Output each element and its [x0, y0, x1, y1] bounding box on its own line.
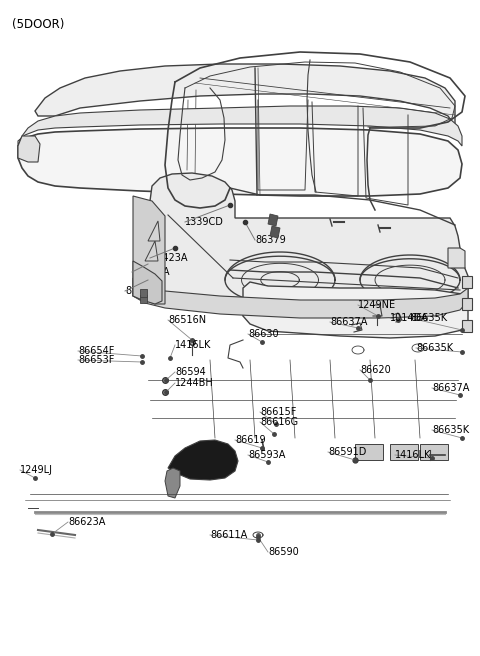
Text: 86630: 86630 [248, 329, 278, 339]
Polygon shape [148, 221, 160, 241]
Text: 86516N: 86516N [168, 315, 206, 325]
Text: 86593A: 86593A [248, 450, 286, 460]
Polygon shape [462, 320, 472, 332]
Text: 86637A: 86637A [432, 383, 469, 393]
Text: 86594: 86594 [175, 367, 206, 377]
Text: 1244BH: 1244BH [175, 378, 214, 388]
Text: (5DOOR): (5DOOR) [12, 18, 64, 31]
Polygon shape [462, 276, 472, 288]
Polygon shape [268, 214, 278, 226]
Text: 1416LK: 1416LK [175, 340, 211, 350]
Text: 82423A: 82423A [150, 253, 188, 263]
Text: 1249LJ: 1249LJ [20, 465, 53, 475]
Text: 86379: 86379 [255, 235, 286, 245]
Text: 86619: 86619 [235, 435, 265, 445]
Text: 85719A: 85719A [132, 267, 169, 277]
Polygon shape [243, 282, 468, 338]
Text: 86616G: 86616G [260, 417, 298, 427]
Polygon shape [35, 64, 455, 126]
Polygon shape [168, 440, 238, 480]
Polygon shape [140, 295, 147, 303]
Text: 86620: 86620 [360, 365, 391, 375]
Text: 1249NE: 1249NE [358, 300, 396, 310]
Text: 86623A: 86623A [68, 517, 106, 527]
Bar [355, 444, 383, 460]
Polygon shape [18, 128, 462, 196]
Bar [420, 444, 448, 460]
Polygon shape [133, 278, 468, 318]
Polygon shape [133, 173, 468, 301]
Polygon shape [243, 268, 468, 316]
Polygon shape [18, 106, 462, 146]
Polygon shape [448, 248, 465, 268]
Text: 85714C: 85714C [125, 286, 163, 296]
Text: 86611A: 86611A [210, 530, 247, 540]
Polygon shape [270, 226, 280, 238]
Text: 1416LK: 1416LK [395, 450, 432, 460]
Text: 86635K: 86635K [432, 425, 469, 435]
Polygon shape [18, 136, 40, 162]
Text: 86591D: 86591D [328, 447, 366, 457]
Polygon shape [140, 289, 147, 297]
Text: 86654F: 86654F [78, 346, 114, 356]
Polygon shape [133, 196, 165, 304]
Polygon shape [462, 298, 472, 310]
Text: 86653F: 86653F [78, 355, 114, 365]
Polygon shape [145, 241, 158, 261]
Text: 1014DA: 1014DA [390, 313, 429, 323]
Text: 86635K: 86635K [410, 313, 447, 323]
Text: 86590: 86590 [268, 547, 299, 557]
Polygon shape [133, 261, 162, 304]
Text: 1339CD: 1339CD [185, 217, 224, 227]
Bar [390, 444, 418, 460]
Text: 86637A: 86637A [330, 317, 367, 327]
Polygon shape [165, 468, 180, 498]
Text: 86615F: 86615F [260, 407, 296, 417]
Text: 86635K: 86635K [416, 343, 453, 353]
